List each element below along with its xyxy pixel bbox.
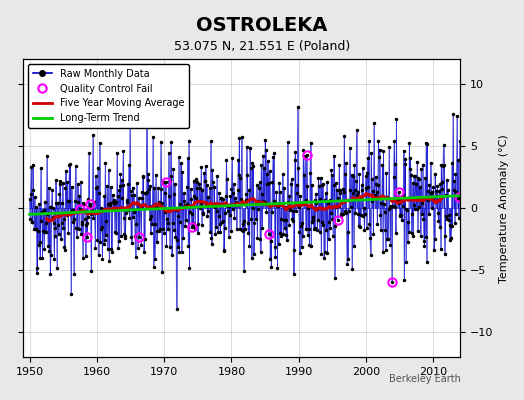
Text: OSTROLEKA: OSTROLEKA	[196, 16, 328, 35]
Y-axis label: Temperature Anomaly (°C): Temperature Anomaly (°C)	[499, 134, 509, 282]
Text: 53.075 N, 21.551 E (Poland): 53.075 N, 21.551 E (Poland)	[174, 40, 350, 53]
Legend: Raw Monthly Data, Quality Control Fail, Five Year Moving Average, Long-Term Tren: Raw Monthly Data, Quality Control Fail, …	[28, 64, 189, 128]
Text: Berkeley Earth: Berkeley Earth	[389, 374, 461, 384]
